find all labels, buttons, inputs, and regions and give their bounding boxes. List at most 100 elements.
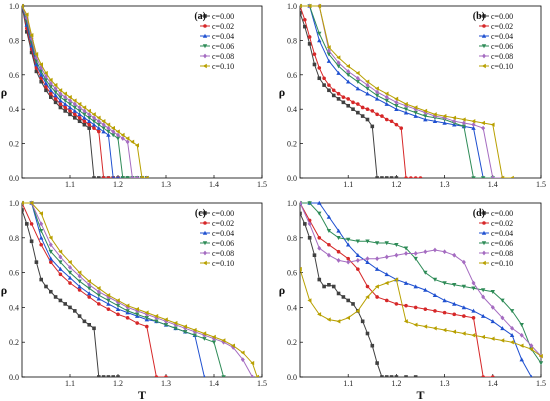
data-point xyxy=(135,175,140,178)
data-point xyxy=(58,88,63,93)
series-line xyxy=(22,202,166,377)
data-point xyxy=(39,72,44,77)
legend-label: c=0.06 xyxy=(491,239,513,248)
data-point xyxy=(58,298,63,303)
data-point xyxy=(461,259,466,265)
data-point xyxy=(471,119,476,124)
data-point xyxy=(67,270,73,275)
data-point xyxy=(115,306,121,311)
data-point xyxy=(490,175,495,178)
data-point xyxy=(481,294,486,300)
data-point xyxy=(394,375,399,377)
data-point xyxy=(346,259,351,265)
data-point xyxy=(63,94,68,100)
data-point xyxy=(346,103,350,108)
y-tick-label: 1.0 xyxy=(287,199,297,208)
data-point xyxy=(442,327,447,333)
data-point xyxy=(380,375,384,377)
data-point xyxy=(389,375,394,377)
data-point xyxy=(101,129,106,134)
data-point xyxy=(326,58,332,63)
data-point xyxy=(58,266,63,271)
data-point xyxy=(87,282,92,288)
data-point xyxy=(82,319,87,324)
x-tick-label: 1.5 xyxy=(536,180,546,189)
data-point xyxy=(519,357,524,362)
data-point xyxy=(384,241,389,246)
data-point xyxy=(221,375,226,377)
data-point xyxy=(346,237,351,242)
data-point xyxy=(77,112,82,117)
legend-label: c=0.10 xyxy=(212,259,234,268)
data-point xyxy=(355,86,361,91)
data-point xyxy=(404,103,409,109)
data-point xyxy=(72,108,77,113)
data-point xyxy=(346,242,351,247)
data-point xyxy=(106,132,111,137)
data-point xyxy=(317,76,322,81)
data-point xyxy=(317,38,322,43)
legend-marker xyxy=(481,63,486,69)
data-point xyxy=(87,286,92,291)
data-point xyxy=(115,136,121,141)
data-point xyxy=(326,45,331,50)
data-point xyxy=(39,211,43,216)
data-point xyxy=(300,211,302,216)
legend-marker xyxy=(202,241,208,246)
legend-marker xyxy=(203,221,207,225)
x-tick-label: 1.4 xyxy=(209,379,219,388)
data-point xyxy=(39,235,44,240)
legend-marker xyxy=(202,44,208,49)
y-tick-label: 0.6 xyxy=(287,71,297,80)
data-point xyxy=(101,119,106,124)
data-point xyxy=(39,229,44,234)
data-point xyxy=(423,307,428,311)
data-point xyxy=(530,374,533,377)
legend-marker xyxy=(202,63,207,69)
data-point xyxy=(135,312,140,317)
data-point xyxy=(375,89,380,95)
series-line xyxy=(22,5,147,178)
legend-marker xyxy=(482,53,486,59)
data-point xyxy=(404,251,409,256)
data-point xyxy=(346,298,350,303)
data-point xyxy=(49,260,53,264)
series-c=0.02 xyxy=(300,4,423,178)
data-point xyxy=(173,326,178,331)
data-point xyxy=(327,242,331,247)
data-point xyxy=(116,299,120,305)
data-point xyxy=(77,101,82,107)
data-point xyxy=(509,175,514,178)
y-tick-label: 0.0 xyxy=(9,174,19,183)
x-tick-label: 1.3 xyxy=(440,379,450,388)
data-point xyxy=(39,221,44,227)
data-point xyxy=(77,273,82,279)
plot-frame xyxy=(299,202,542,378)
legend-label: c=0.02 xyxy=(491,219,513,228)
data-point xyxy=(471,176,476,178)
data-point xyxy=(116,312,120,317)
y-tick-label: 1.0 xyxy=(9,2,19,11)
data-point xyxy=(432,293,438,298)
data-point xyxy=(221,338,226,343)
x-tick-label: 1.5 xyxy=(257,180,267,189)
y-tick-label: 0.8 xyxy=(287,234,297,243)
data-point xyxy=(413,105,418,110)
panel-3: 1.1 1.2 1.3 1.4 1.5 0.0 0.2 0.4 0.6 0.8 1.0 ρ Tc=0.0… xyxy=(279,199,546,401)
y-tick-label: 0.8 xyxy=(9,234,19,243)
data-point xyxy=(326,48,331,54)
data-point xyxy=(509,309,515,314)
data-point xyxy=(490,336,495,341)
data-point xyxy=(307,298,312,303)
series-c=0.00 xyxy=(22,208,120,377)
panel-label: (d) xyxy=(473,208,485,219)
data-point xyxy=(106,293,111,298)
data-point xyxy=(317,3,322,9)
series-c=0.08 xyxy=(22,3,149,178)
data-point xyxy=(331,93,336,98)
data-point xyxy=(480,176,486,178)
data-point xyxy=(92,115,96,121)
data-point xyxy=(404,176,408,178)
data-point xyxy=(135,321,139,325)
data-point xyxy=(63,302,67,306)
